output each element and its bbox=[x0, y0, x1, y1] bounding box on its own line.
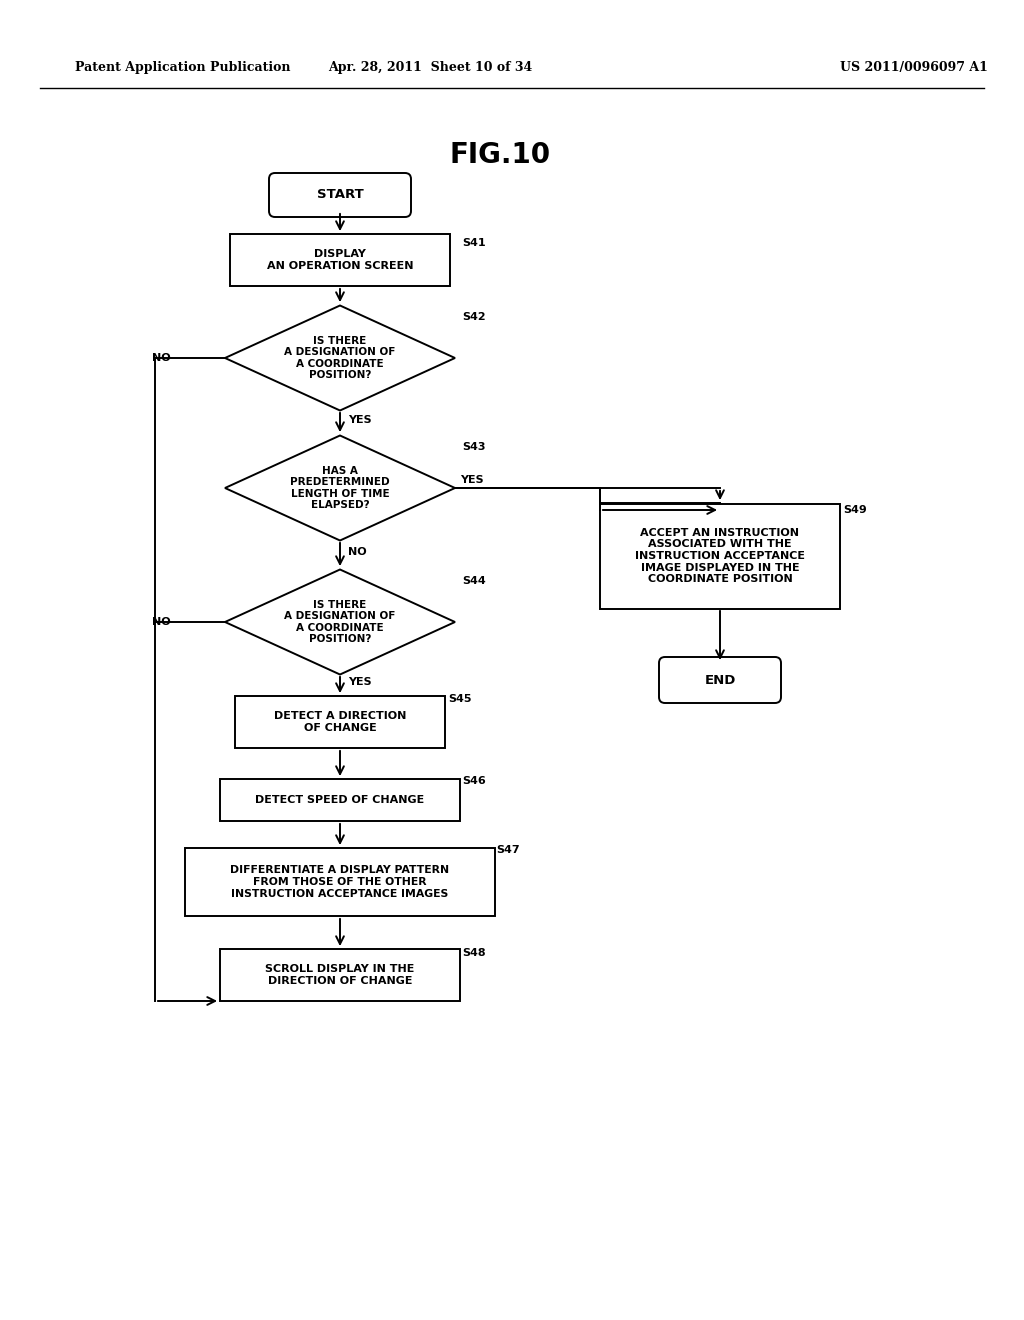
Text: Patent Application Publication: Patent Application Publication bbox=[75, 62, 291, 74]
Text: S49: S49 bbox=[843, 506, 866, 515]
Text: Apr. 28, 2011  Sheet 10 of 34: Apr. 28, 2011 Sheet 10 of 34 bbox=[328, 62, 532, 74]
Text: IS THERE
A DESIGNATION OF
A COORDINATE
POSITION?: IS THERE A DESIGNATION OF A COORDINATE P… bbox=[285, 599, 395, 644]
Text: S41: S41 bbox=[462, 238, 485, 248]
Text: SCROLL DISPLAY IN THE
DIRECTION OF CHANGE: SCROLL DISPLAY IN THE DIRECTION OF CHANG… bbox=[265, 964, 415, 986]
Text: S43: S43 bbox=[462, 442, 485, 451]
Text: START: START bbox=[316, 189, 364, 202]
Text: NO: NO bbox=[152, 352, 171, 363]
Bar bbox=[600, 503, 840, 609]
FancyBboxPatch shape bbox=[659, 657, 781, 704]
Bar bbox=[220, 779, 460, 821]
Text: HAS A
PREDETERMINED
LENGTH OF TIME
ELAPSED?: HAS A PREDETERMINED LENGTH OF TIME ELAPS… bbox=[290, 466, 390, 511]
Text: S42: S42 bbox=[462, 312, 485, 322]
Bar bbox=[234, 696, 445, 748]
Polygon shape bbox=[225, 305, 455, 411]
Text: NO: NO bbox=[152, 616, 171, 627]
Text: S46: S46 bbox=[462, 776, 485, 785]
Text: ACCEPT AN INSTRUCTION
ASSOCIATED WITH THE
INSTRUCTION ACCEPTANCE
IMAGE DISPLAYED: ACCEPT AN INSTRUCTION ASSOCIATED WITH TH… bbox=[635, 528, 805, 585]
Text: S44: S44 bbox=[462, 576, 485, 586]
Text: YES: YES bbox=[348, 414, 372, 425]
Bar bbox=[230, 234, 450, 286]
Text: END: END bbox=[705, 673, 735, 686]
Text: DIFFERENTIATE A DISPLAY PATTERN
FROM THOSE OF THE OTHER
INSTRUCTION ACCEPTANCE I: DIFFERENTIATE A DISPLAY PATTERN FROM THO… bbox=[230, 866, 450, 899]
Text: FIG.10: FIG.10 bbox=[450, 141, 551, 169]
Text: NO: NO bbox=[348, 546, 367, 557]
Text: DETECT SPEED OF CHANGE: DETECT SPEED OF CHANGE bbox=[255, 795, 425, 805]
Text: DETECT A DIRECTION
OF CHANGE: DETECT A DIRECTION OF CHANGE bbox=[273, 711, 407, 733]
Text: YES: YES bbox=[460, 475, 483, 484]
Text: S45: S45 bbox=[449, 694, 471, 704]
Text: US 2011/0096097 A1: US 2011/0096097 A1 bbox=[840, 62, 988, 74]
Text: IS THERE
A DESIGNATION OF
A COORDINATE
POSITION?: IS THERE A DESIGNATION OF A COORDINATE P… bbox=[285, 335, 395, 380]
Text: YES: YES bbox=[348, 677, 372, 686]
Bar bbox=[185, 847, 495, 916]
FancyBboxPatch shape bbox=[269, 173, 411, 216]
Text: S47: S47 bbox=[496, 845, 519, 855]
Text: S48: S48 bbox=[462, 948, 485, 958]
Polygon shape bbox=[225, 436, 455, 540]
Bar bbox=[220, 949, 460, 1001]
Polygon shape bbox=[225, 569, 455, 675]
Text: DISPLAY
AN OPERATION SCREEN: DISPLAY AN OPERATION SCREEN bbox=[266, 249, 414, 271]
